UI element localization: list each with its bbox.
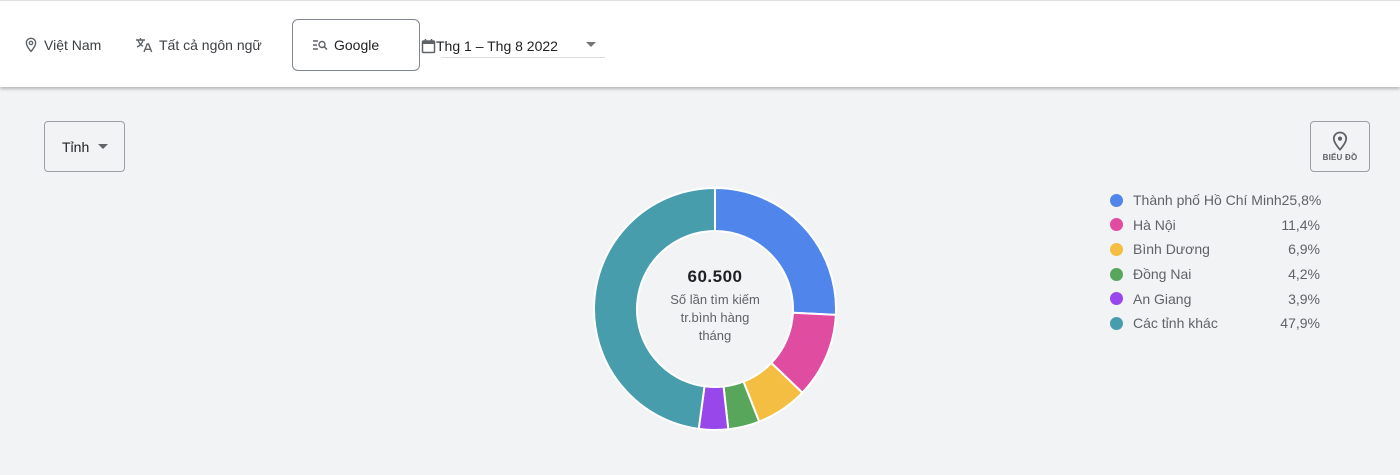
legend-color-dot (1110, 267, 1123, 281)
language-label: Tất cả ngôn ngữ (159, 37, 262, 53)
language-filter[interactable]: Tất cả ngôn ngữ (135, 34, 262, 56)
legend-item[interactable]: Bình Dương 6,9% (1110, 237, 1320, 262)
location-label: Việt Nam (44, 37, 102, 53)
dropdown-caret-icon (98, 144, 109, 149)
date-range-underline (441, 57, 605, 58)
region-type-label: Tỉnh (62, 138, 90, 155)
donut-segment[interactable] (593, 186, 716, 431)
region-type-select[interactable]: Tỉnh (44, 121, 125, 172)
date-range-filter[interactable]: Thg 1 – Thg 8 2022 (421, 34, 558, 58)
donut-chart (593, 186, 837, 431)
calendar-icon (421, 39, 436, 54)
search-source-label: Google (334, 37, 380, 53)
location-filter[interactable]: Việt Nam (24, 34, 101, 56)
date-range-label: Thg 1 – Thg 8 2022 (436, 38, 558, 54)
donut-center-summary: 60.500 Số lần tìm kiếm tr.bình hàng thán… (640, 267, 790, 345)
map-pin-icon (1332, 131, 1348, 151)
map-button-label: BIỂU ĐỒ (1322, 153, 1358, 162)
location-pin-icon (25, 37, 37, 53)
map-view-button[interactable]: BIỂU ĐỒ (1310, 121, 1370, 172)
legend-color-dot (1110, 292, 1123, 306)
legend-item[interactable]: Các tỉnh khác 47,9% (1110, 311, 1320, 336)
dropdown-caret-icon[interactable] (586, 42, 596, 47)
legend-color-dot (1110, 316, 1123, 330)
legend-item[interactable]: Thành phố Hồ Chí Minh 25,8% (1110, 188, 1321, 213)
main-panel: Tỉnh BIỂU ĐỒ 60.500 Số lần tìm kiếm tr.b… (0, 87, 1400, 475)
search-list-icon (313, 40, 328, 51)
legend-item[interactable]: Đồng Nai 4,2% (1110, 262, 1320, 287)
legend-item[interactable]: An Giang 3,9% (1110, 286, 1320, 311)
translate-icon (136, 38, 153, 53)
legend-color-dot (1110, 218, 1123, 232)
chart-legend: Thành phố Hồ Chí Minh 25,8% Hà Nội 11,4%… (1110, 188, 1321, 336)
avg-monthly-searches-value: 60.500 (687, 267, 743, 286)
search-source-filter[interactable]: Google (292, 19, 420, 71)
top-filter-bar: Việt Nam Tất cả ngôn ngữ Google Thg 1 – … (0, 0, 1400, 87)
legend-color-dot (1110, 242, 1123, 256)
legend-color-dot (1110, 193, 1123, 207)
avg-monthly-searches-label: Số lần tìm kiếm tr.bình hàng tháng (670, 292, 760, 343)
legend-item[interactable]: Hà Nội 11,4% (1110, 213, 1320, 238)
